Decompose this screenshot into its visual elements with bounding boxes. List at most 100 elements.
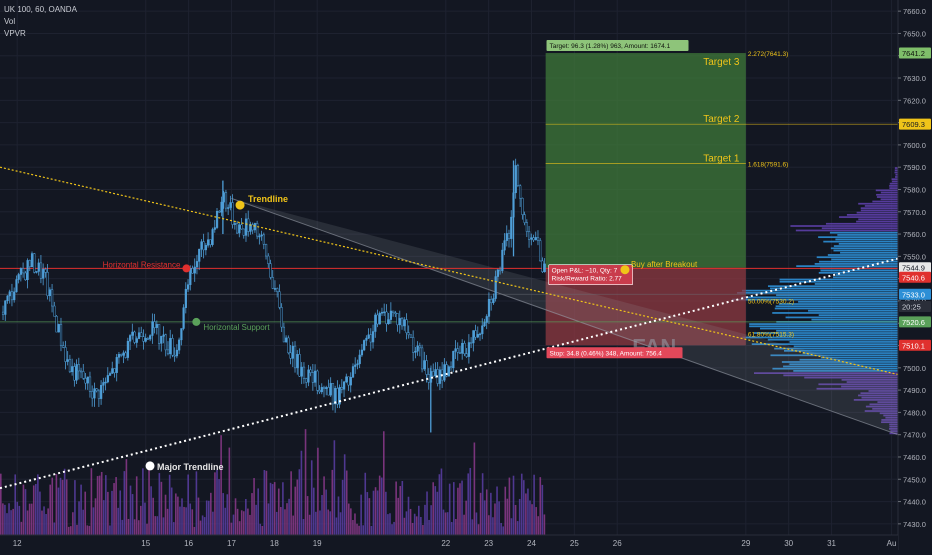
volume-bar (343, 454, 346, 535)
candle (215, 210, 219, 228)
candle (298, 354, 301, 377)
vpvr-bar (889, 428, 898, 430)
price-marker[interactable] (899, 271, 931, 283)
price-marker[interactable] (899, 47, 931, 59)
vpvr-bar (818, 314, 898, 317)
volume-bar (267, 503, 270, 535)
volume-bar (321, 495, 323, 535)
candle (425, 360, 428, 375)
candle (17, 274, 20, 280)
candle (467, 342, 471, 357)
vpvr-bar (783, 374, 898, 377)
candle (193, 266, 196, 274)
volume-bar (150, 486, 152, 535)
vpvr-bar (853, 399, 898, 401)
price-marker[interactable] (899, 262, 931, 274)
fan-line[interactable] (231, 197, 899, 436)
volume-bar (362, 525, 364, 535)
vpvr-bar (784, 349, 898, 352)
price-marker[interactable] (899, 118, 931, 130)
date-tick-label: 12 (13, 539, 22, 548)
volume-bar (189, 503, 192, 535)
candle (231, 202, 234, 225)
volume-bar (395, 481, 397, 535)
candle (492, 298, 495, 304)
volume-bar (135, 476, 138, 535)
candle (499, 269, 502, 272)
volume-bar (282, 482, 284, 535)
volume-bar (430, 505, 432, 535)
volume-bar (259, 523, 262, 535)
price-marker-label: 7540.6 (902, 273, 925, 282)
price-marker[interactable] (899, 288, 931, 300)
candle (186, 284, 190, 290)
volume-bar (179, 506, 181, 535)
volume-bar (72, 512, 74, 535)
candle (207, 239, 210, 246)
trendline-marker[interactable] (235, 200, 245, 210)
major-trendline-marker[interactable] (145, 461, 155, 471)
candle (238, 224, 241, 234)
resistance-marker[interactable] (182, 264, 191, 273)
volume-bar (129, 485, 132, 535)
volume-bar (518, 498, 521, 535)
price-marker[interactable] (899, 339, 931, 351)
buy-breakout-marker[interactable] (620, 265, 630, 275)
price-marker-label: 20:25 (902, 303, 921, 312)
volume-bar (288, 498, 290, 535)
volume-bar (280, 506, 282, 535)
volume-bar (86, 525, 89, 535)
volume-bar (387, 514, 389, 535)
candle (470, 342, 473, 344)
volume-bar (533, 474, 535, 535)
candle (354, 364, 357, 367)
volume-bar (271, 484, 274, 535)
vpvr-indicator-label[interactable]: VPVR (4, 29, 26, 38)
candle (59, 324, 63, 346)
date-axis[interactable] (0, 535, 898, 550)
target-zone[interactable] (545, 53, 746, 268)
vpvr-bar (835, 274, 898, 276)
volume-bar (490, 492, 492, 535)
candle (407, 332, 410, 336)
candle (374, 314, 377, 332)
volume-bar (102, 500, 105, 535)
stop-banner-bg[interactable] (546, 347, 683, 359)
candle (302, 366, 306, 379)
vpvr-bar (772, 367, 898, 370)
target-banner-bg[interactable] (546, 40, 689, 52)
candle (403, 319, 406, 327)
vpvr-bar (869, 403, 898, 406)
volume-bar (140, 505, 142, 535)
candle (146, 338, 150, 340)
volume-bar (358, 525, 360, 535)
candle (327, 387, 330, 396)
volume-bar (247, 508, 249, 535)
candle (280, 307, 283, 328)
volume-bar (504, 486, 507, 535)
candle (329, 383, 332, 396)
candle (478, 333, 482, 336)
volume-bar (144, 502, 146, 535)
candle (278, 291, 281, 308)
volume-bar (236, 508, 239, 535)
volume-bar (166, 508, 169, 535)
trendline[interactable] (0, 166, 899, 376)
date-tick-label: 18 (270, 539, 279, 548)
volume-bar (514, 504, 517, 535)
volume-bar (51, 477, 54, 535)
pnl-box[interactable] (548, 264, 633, 286)
support-marker[interactable] (192, 317, 201, 326)
candle (153, 321, 156, 328)
candle (227, 207, 230, 209)
volume-bar (12, 508, 14, 535)
candle (536, 237, 540, 241)
volume-bar (531, 504, 533, 535)
price-marker[interactable] (899, 301, 931, 313)
price-marker[interactable] (899, 316, 931, 328)
vol-indicator-label[interactable]: Vol (4, 17, 16, 26)
vpvr-bar (864, 205, 898, 207)
volume-bar (450, 521, 453, 535)
